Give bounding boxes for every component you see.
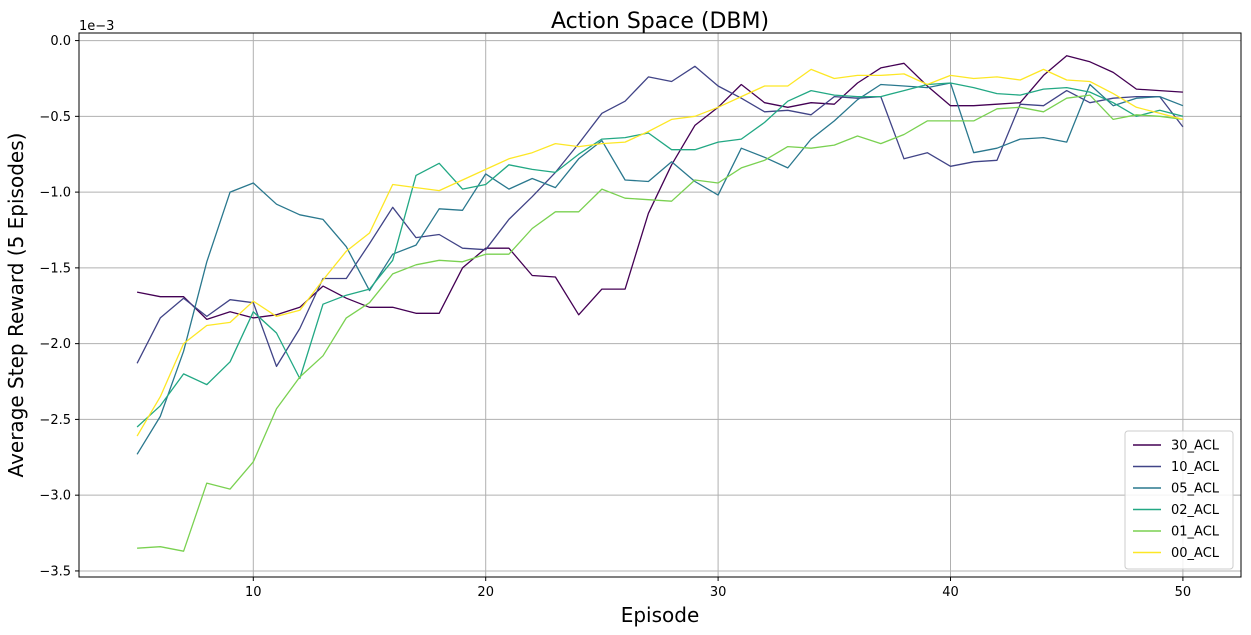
y-tick-label: −2.5	[39, 413, 71, 428]
y-offset-label: 1e−3	[79, 19, 114, 34]
plot-frame	[78, 32, 1242, 578]
legend-label: 00_ACL	[1171, 546, 1220, 561]
y-tick-label: −3.5	[39, 564, 71, 579]
grid	[79, 33, 1241, 577]
y-tick-label: −1.0	[39, 186, 71, 201]
x-tick-label: 20	[477, 585, 494, 600]
chart-title: Action Space (DBM)	[551, 9, 769, 34]
y-axis-label: Average Step Reward (5 Episodes)	[4, 133, 28, 478]
series-line-00_ACL	[136, 68, 1184, 437]
series-line-10_ACL	[136, 65, 1184, 368]
legend-label: 02_ACL	[1171, 503, 1220, 518]
legend: 30_ACL 10_ACL 05_ACL 02_ACL 01_ACL 00_ACL	[1124, 430, 1234, 570]
x-axis-label: Episode	[621, 603, 700, 627]
series-lines	[136, 55, 1184, 552]
y-tick-label: −0.5	[39, 110, 71, 125]
x-tick-label: 10	[245, 585, 262, 600]
x-tick-label: 50	[1175, 585, 1192, 600]
y-tick-label: 0.0	[50, 34, 71, 49]
x-tick-label: 30	[710, 585, 727, 600]
legend-label: 10_ACL	[1171, 460, 1220, 475]
legend-box	[1124, 430, 1234, 570]
legend-label: 30_ACL	[1171, 439, 1220, 454]
ticks: 10 20 30 40 50 0.0 −0.5 −1.0 −1.5 −2.0 −2.5 −3.0 −3.…	[39, 34, 1191, 600]
series-line-30_ACL	[136, 55, 1183, 321]
x-tick-label: 40	[942, 585, 959, 600]
series-line-02_ACL	[136, 82, 1184, 428]
series-line-05_ACL	[136, 82, 1184, 455]
series-line-01_ACL	[137, 94, 1183, 552]
y-tick-label: −1.5	[39, 261, 71, 276]
legend-label: 01_ACL	[1171, 525, 1220, 540]
y-tick-label: −2.0	[39, 337, 71, 352]
legend-label: 05_ACL	[1171, 482, 1220, 497]
y-tick-label: −3.0	[39, 489, 71, 504]
